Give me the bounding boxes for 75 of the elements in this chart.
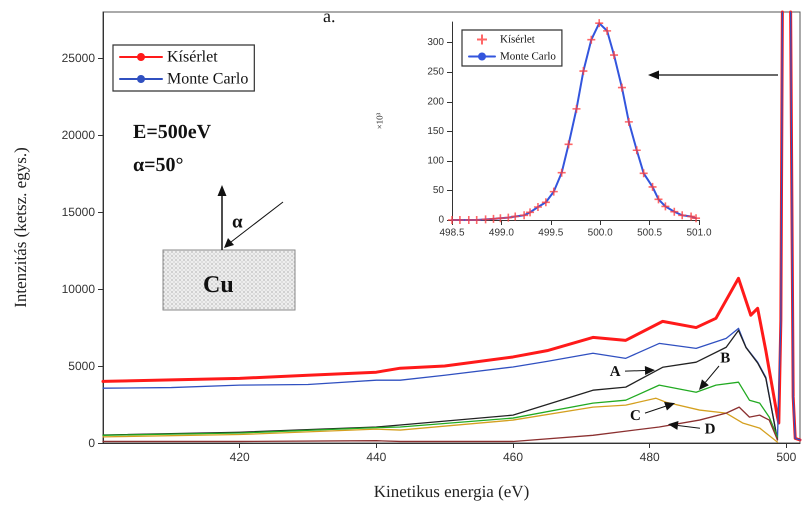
line-series (102, 398, 778, 443)
y-axis-title: ×10³ (374, 112, 384, 130)
y-tick-label: 100 (427, 155, 444, 166)
point (610, 51, 618, 60)
point (564, 140, 573, 148)
point (456, 216, 464, 224)
point (511, 212, 520, 220)
line-series (102, 382, 778, 438)
point (482, 215, 490, 224)
point (595, 19, 604, 28)
x-tick-label: 420 (230, 450, 250, 464)
point (654, 195, 662, 204)
annotation: C (630, 408, 641, 424)
annotation: D (704, 421, 716, 438)
point (678, 211, 686, 220)
y-tick-label: 200 (427, 96, 444, 108)
point (520, 211, 528, 220)
point (640, 169, 648, 178)
point (632, 146, 641, 154)
legend-label: Kísérlet (167, 48, 218, 66)
point (661, 202, 670, 210)
chart-title: a. (323, 6, 336, 26)
x-tick-label: 480 (640, 450, 660, 464)
point (692, 214, 700, 222)
y-tick-label: 0 (438, 214, 444, 226)
point (648, 182, 657, 191)
x-tick-label: 460 (502, 450, 524, 464)
point (687, 212, 696, 220)
y-axis-title: Intenzitás (ketsz. egys.) (11, 147, 30, 308)
x-tick-label: 500 (776, 450, 797, 464)
point (618, 84, 626, 92)
x-tick-label: 440 (366, 450, 387, 464)
y-tick-label: 150 (427, 126, 444, 137)
point (587, 36, 596, 44)
x-tick-label: 500.5 (637, 228, 663, 238)
y-tick-label: 10000 (62, 282, 96, 296)
point (542, 198, 550, 206)
annotation: E=500eV (133, 121, 212, 143)
x-tick-label: 501.0 (686, 228, 712, 238)
legend-label: Monte Carlo (167, 70, 248, 88)
point (504, 214, 512, 222)
point (464, 216, 473, 224)
legend-label: Monte Carlo (500, 50, 556, 62)
x-tick-label: 500.0 (588, 228, 614, 238)
y-tick-label: 15000 (62, 205, 96, 220)
point (558, 168, 566, 177)
y-tick-label: 5000 (68, 359, 96, 374)
point (472, 216, 481, 224)
x-tick-label: 498.5 (439, 228, 465, 238)
point (603, 26, 612, 35)
annotation: A (610, 364, 621, 380)
y-tick-label: 0 (88, 436, 96, 450)
x-tick-label: 499.0 (488, 228, 514, 238)
point (526, 208, 534, 216)
point (624, 118, 633, 126)
y-tick-label: 50 (432, 184, 444, 196)
y-tick-label: 25000 (62, 51, 96, 66)
y-tick-label: 20000 (62, 128, 96, 142)
point (550, 188, 558, 196)
x-tick-label: 499.5 (538, 228, 564, 238)
annotation: B (720, 350, 730, 367)
point (572, 104, 580, 113)
y-tick-label: 250 (427, 66, 444, 78)
x-axis-title: Kinetikus energia (eV) (374, 482, 530, 501)
point (579, 67, 588, 76)
annotation: α=50° (133, 154, 184, 176)
legend-label: Kísérlet (500, 34, 535, 46)
annotation: Cu (203, 272, 234, 298)
point (670, 208, 678, 216)
point (496, 214, 504, 222)
point (489, 214, 498, 223)
point (534, 202, 542, 211)
annotation: α (232, 212, 243, 232)
y-tick-label: 300 (427, 37, 444, 48)
line-series (102, 406, 778, 442)
